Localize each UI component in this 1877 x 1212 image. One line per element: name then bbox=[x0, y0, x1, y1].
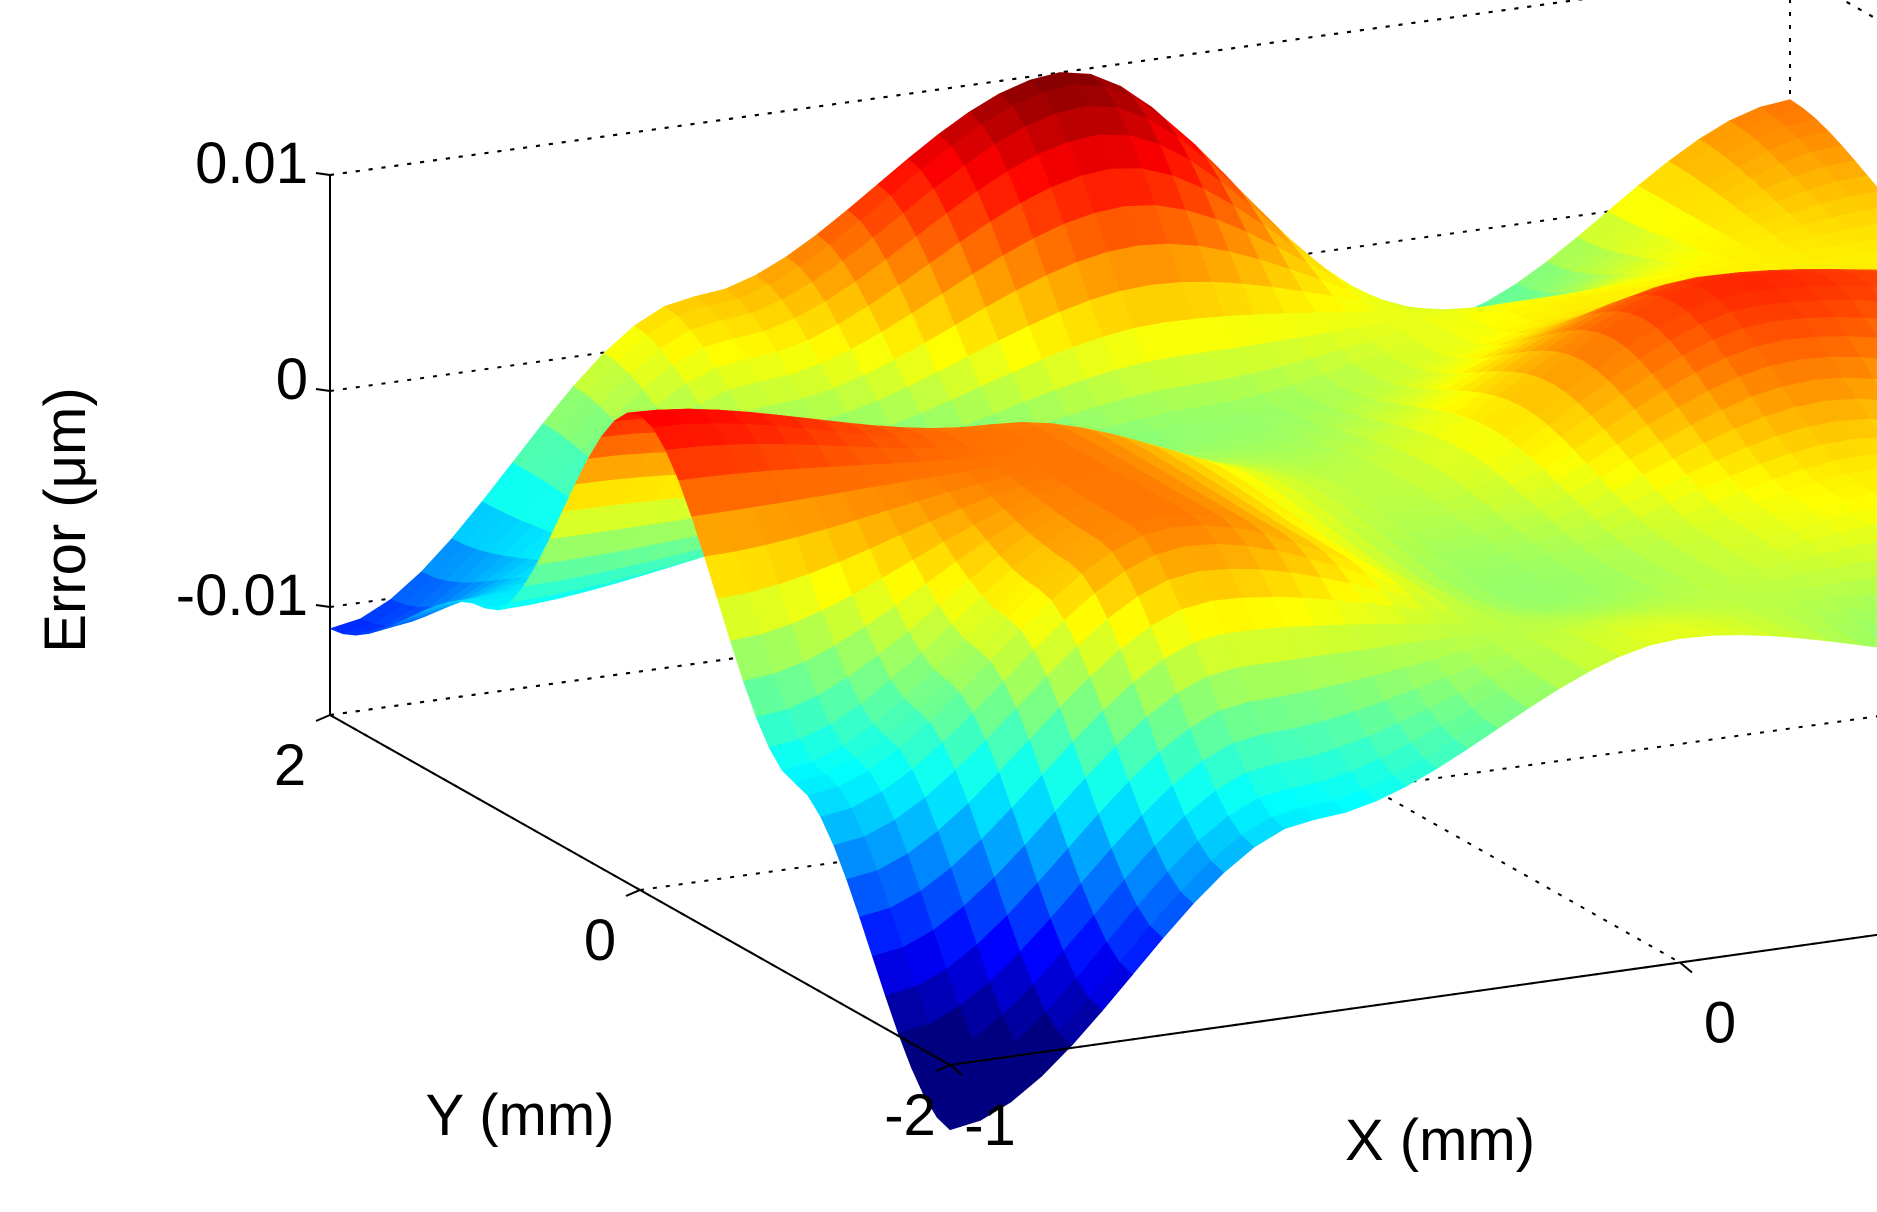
z-tick-label: -0.01 bbox=[176, 563, 308, 628]
y-tick-label: -2 bbox=[884, 1083, 936, 1148]
z-axis-tick bbox=[316, 605, 330, 607]
x-axis-label: X (mm) bbox=[1345, 1108, 1535, 1173]
y-axis-label: Y (mm) bbox=[425, 1083, 614, 1148]
z-axis-label: Error (μm) bbox=[33, 387, 98, 652]
y-tick-label: 0 bbox=[584, 908, 616, 973]
z-tick-label: 0 bbox=[276, 347, 308, 412]
y-tick-label: 2 bbox=[274, 733, 306, 798]
z-tick-label: 0.01 bbox=[195, 131, 308, 196]
x-tick-label: 0 bbox=[1704, 991, 1736, 1056]
z-axis-tick bbox=[316, 389, 330, 391]
z-axis-tick bbox=[316, 173, 330, 175]
x-axis-tick bbox=[1680, 963, 1692, 973]
x-tick-label: -1 bbox=[964, 1093, 1016, 1158]
y-axis-tick bbox=[316, 715, 330, 721]
surface-layer bbox=[330, 73, 1877, 1130]
y-axis-tick bbox=[626, 890, 640, 896]
